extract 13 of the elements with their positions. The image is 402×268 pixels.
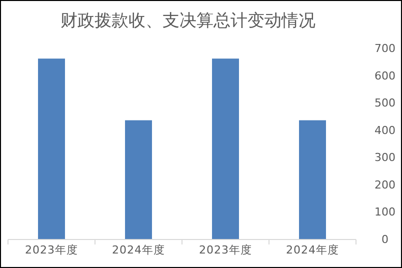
x-tick-label: 2023年度 xyxy=(199,244,252,256)
x-tick-label: 2024年度 xyxy=(112,244,165,256)
y-tick-label: 600 xyxy=(374,69,396,82)
x-tick-label: 2024年度 xyxy=(286,244,339,256)
y-tick-label: 700 xyxy=(374,42,396,55)
y-tick-label: 500 xyxy=(374,96,396,110)
y-tick-label: 0 xyxy=(382,233,388,246)
y-tick-label: 100 xyxy=(374,206,396,219)
title: 财政拨款收、支决算总计变动情况 xyxy=(60,11,316,31)
y-tick-label: 200 xyxy=(374,178,396,192)
y-tick-label: 300 xyxy=(374,151,396,164)
x-tick-label: 2023年度 xyxy=(25,244,78,256)
y-tick-label: 400 xyxy=(374,124,396,137)
